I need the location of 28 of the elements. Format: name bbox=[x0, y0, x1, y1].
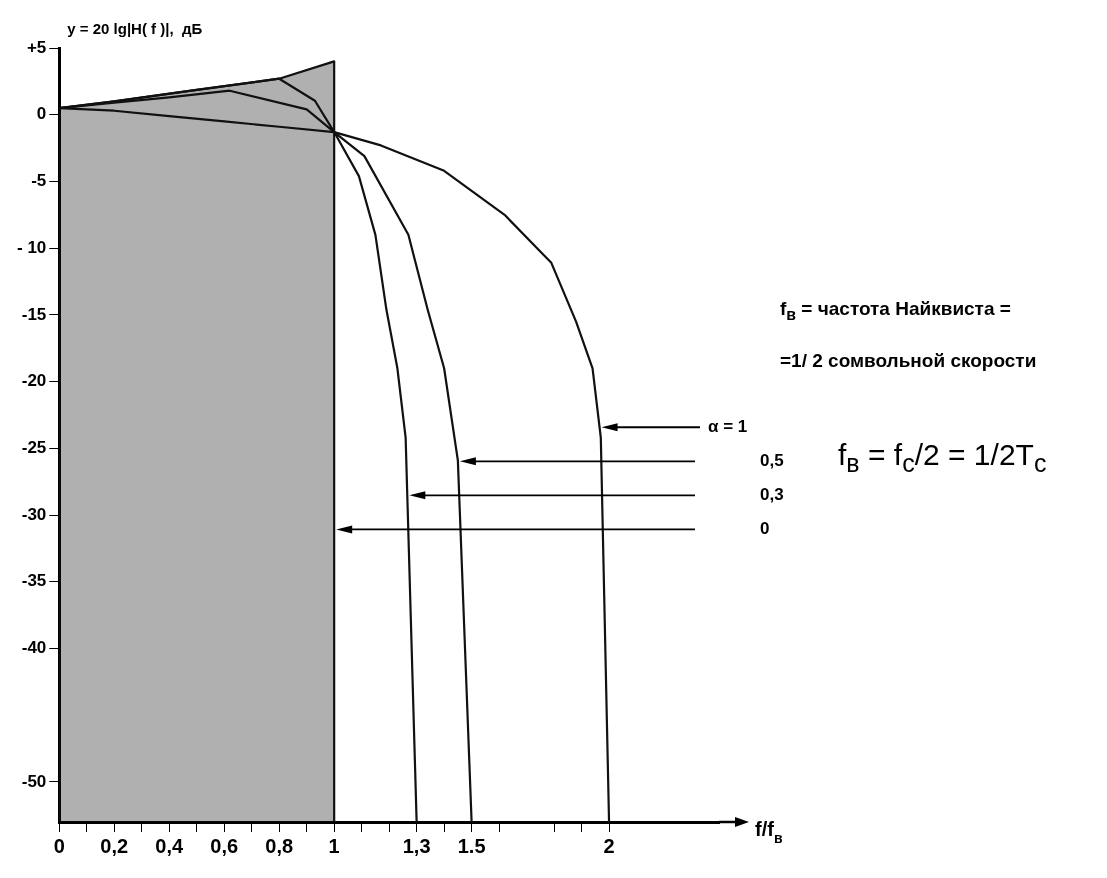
text: 0 bbox=[760, 519, 770, 539]
y-axis-title: y = 20 lg|H( f )|, дБ bbox=[67, 20, 203, 37]
y-tick-label: -25 bbox=[21, 438, 47, 458]
text: f$_{в}$ = f$_{c}$/2 = 1/2T$_{c}$ bbox=[838, 438, 1047, 478]
text: 0,3 bbox=[760, 485, 784, 505]
text: =1/ 2 сомвольной скорости bbox=[780, 349, 1037, 372]
x-tick-label: 2 bbox=[603, 834, 615, 857]
y-tick-label: +5 bbox=[26, 37, 47, 57]
x-tick-label: 1.5 bbox=[457, 834, 486, 857]
x-tick-label: 0,8 bbox=[265, 834, 294, 857]
y-tick-label: - 10 bbox=[17, 237, 47, 257]
x-tick-label: 0,4 bbox=[155, 834, 185, 857]
y-tick-label: -15 bbox=[21, 304, 47, 324]
x-tick-label: 0,2 bbox=[100, 834, 129, 857]
x-tick-label: 1 bbox=[328, 834, 340, 857]
text: 0,5 bbox=[760, 451, 784, 470]
x-tick-label: 0 bbox=[53, 834, 65, 857]
y-tick-label: -5 bbox=[31, 171, 47, 191]
y-tick-label: -40 bbox=[21, 638, 47, 658]
x-tick-label: 1,3 bbox=[402, 834, 431, 857]
x-tick-label: 0,6 bbox=[210, 834, 239, 857]
y-tick-label: -20 bbox=[21, 371, 47, 391]
text: α = 1 bbox=[708, 416, 748, 436]
y-tick-label: -35 bbox=[21, 571, 47, 591]
y-tick-label: 0 bbox=[36, 104, 47, 124]
y-tick-label: -30 bbox=[21, 504, 47, 524]
text: f$_{в}$ = частота Найквиста = bbox=[780, 298, 1012, 324]
y-tick-label: -50 bbox=[21, 771, 47, 791]
